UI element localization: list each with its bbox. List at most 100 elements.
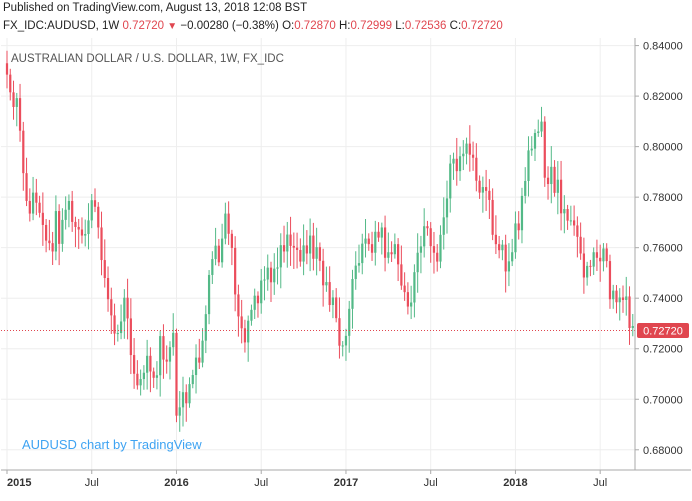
candle-body [400,264,403,286]
candle-body [403,285,406,293]
chart-frame[interactable]: AUSTRALIAN DOLLAR / U.S. DOLLAR, 1W, FX_… [1,38,691,496]
candle-body [543,121,546,178]
price-change: −0.00280 (−0.38%) [180,20,279,32]
candle-body [348,308,351,336]
symbol-info-bar: FX_IDC:AUDUSD, 1W 0.72720 ▼ −0.00280 (−0… [3,20,503,32]
candle-body [335,297,338,319]
candle-body [537,131,540,133]
candle-body [540,121,543,132]
candle-body [478,180,481,193]
candle-body [273,268,276,283]
candle-body [146,355,149,373]
candle-body [563,209,566,214]
candle-body [191,375,194,385]
time-tick-label: 2018 [503,477,527,489]
candle-body [31,192,35,214]
candle-body [266,267,269,280]
candle-body [592,252,595,267]
candle-body [103,260,106,278]
price-axis-area[interactable] [635,38,691,496]
candle-body [185,392,188,404]
candle-body [331,297,335,306]
chart-title: AUSTRALIAN DOLLAR / U.S. DOLLAR, 1W, FX_… [11,53,284,65]
candle-body [344,335,348,346]
candle-body [377,231,380,238]
candle-body [507,261,511,272]
candle-body [286,234,289,252]
candle-body [305,245,308,254]
price-tick-label: 0.72000 [643,344,683,356]
candle-body [123,297,126,322]
candle-body [608,261,612,300]
candle-body [250,309,253,321]
candle-body [181,392,185,408]
candle-body [429,228,432,247]
down-triangle-icon: ▼ [167,21,178,32]
candle-body [504,244,507,272]
candle-body [54,211,57,252]
last-price-badge-text: 0.72720 [643,326,683,338]
time-tick-label: Jul [85,477,99,489]
time-tick-label: 2017 [334,477,358,489]
candle-body [612,290,615,300]
candle-body [22,130,25,174]
candle-body [178,407,181,416]
candle-body [514,223,517,253]
candle-body [58,211,61,244]
time-tick-label: Jul [593,477,607,489]
last-price-badge: 0.72720 [637,323,689,339]
candle-body [142,372,145,380]
candle-body [579,236,582,254]
candle-body [452,158,455,164]
candle-body [133,355,136,374]
candle-body [416,252,419,273]
time-axis-area[interactable] [1,470,691,496]
candle-body [80,229,84,236]
candle-body [15,98,18,107]
candle-body [61,219,64,244]
candle-body [84,234,87,236]
candle-body [168,347,172,362]
candle-body [367,238,370,245]
price-tick-label: 0.84000 [643,41,683,53]
candle-body [439,234,442,262]
candle-body [207,274,211,315]
candle-body [566,209,569,221]
time-tick-label: Jul [424,477,438,489]
candle-body [256,295,260,304]
candle-body [533,132,537,149]
low-value: 0.72536 [404,20,447,32]
candle-body [442,217,445,235]
candle-body [237,294,240,317]
candle-body [351,279,354,309]
close-label: C: [449,20,462,32]
candle-body [165,359,168,362]
price-tick-label: 0.80000 [643,142,683,154]
candle-body [162,336,165,360]
candle-body [48,240,51,244]
candle-body [201,340,204,363]
candlestick-chart[interactable]: AUSTRALIAN DOLLAR / U.S. DOLLAR, 1W, FX_… [1,38,691,496]
candle-body [357,263,361,266]
price-tick-label: 0.82000 [643,91,683,103]
candle-body [51,243,54,252]
candle-body [260,280,263,304]
candle-body [511,252,514,262]
candle-body [149,355,152,372]
candle-body [436,252,439,262]
candle-body [309,235,312,254]
price-tick-label: 0.78000 [643,192,683,204]
candle-body [126,297,129,319]
candle-body [556,179,559,193]
candle-body [18,98,22,131]
candle-body [449,163,452,199]
candle-body [28,200,31,214]
candle-body [299,249,302,262]
price-tick-label: 0.68000 [643,445,683,457]
candle-body [410,302,413,307]
candle-body [488,190,491,200]
candle-body [397,244,400,265]
candle-body [77,226,80,230]
candle-body [217,245,220,263]
candle-body [325,282,328,286]
